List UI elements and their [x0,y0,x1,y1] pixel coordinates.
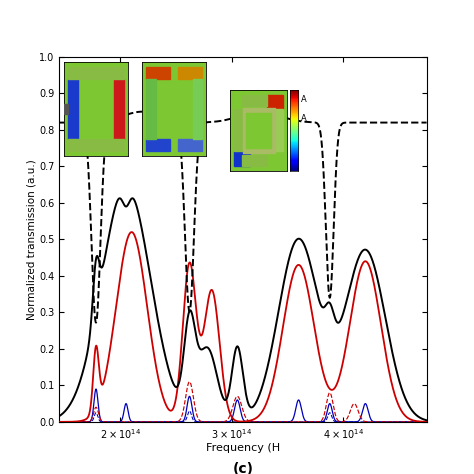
Text: (c): (c) [232,462,254,474]
Bar [68,67,124,79]
Bar [146,139,170,151]
Bar [234,109,242,151]
X-axis label: Frequency (H: Frequency (H [206,443,280,453]
Bar [146,67,170,79]
Bar [242,155,267,166]
Bar [193,79,202,139]
Bar [114,79,124,139]
Text: A: A [301,95,307,104]
Bar [243,108,275,153]
Bar [267,95,283,109]
Bar [275,109,283,151]
Bar [234,151,250,166]
Y-axis label: Normalized transmission (a.u.): Normalized transmission (a.u.) [26,159,36,320]
Bar [246,113,271,148]
Bar [178,139,202,151]
Text: A: A [301,114,307,123]
Bar [68,139,124,151]
Bar [146,79,155,139]
Bar [178,67,202,79]
Bar [64,104,68,114]
Bar [242,95,267,106]
Bar [68,79,78,139]
